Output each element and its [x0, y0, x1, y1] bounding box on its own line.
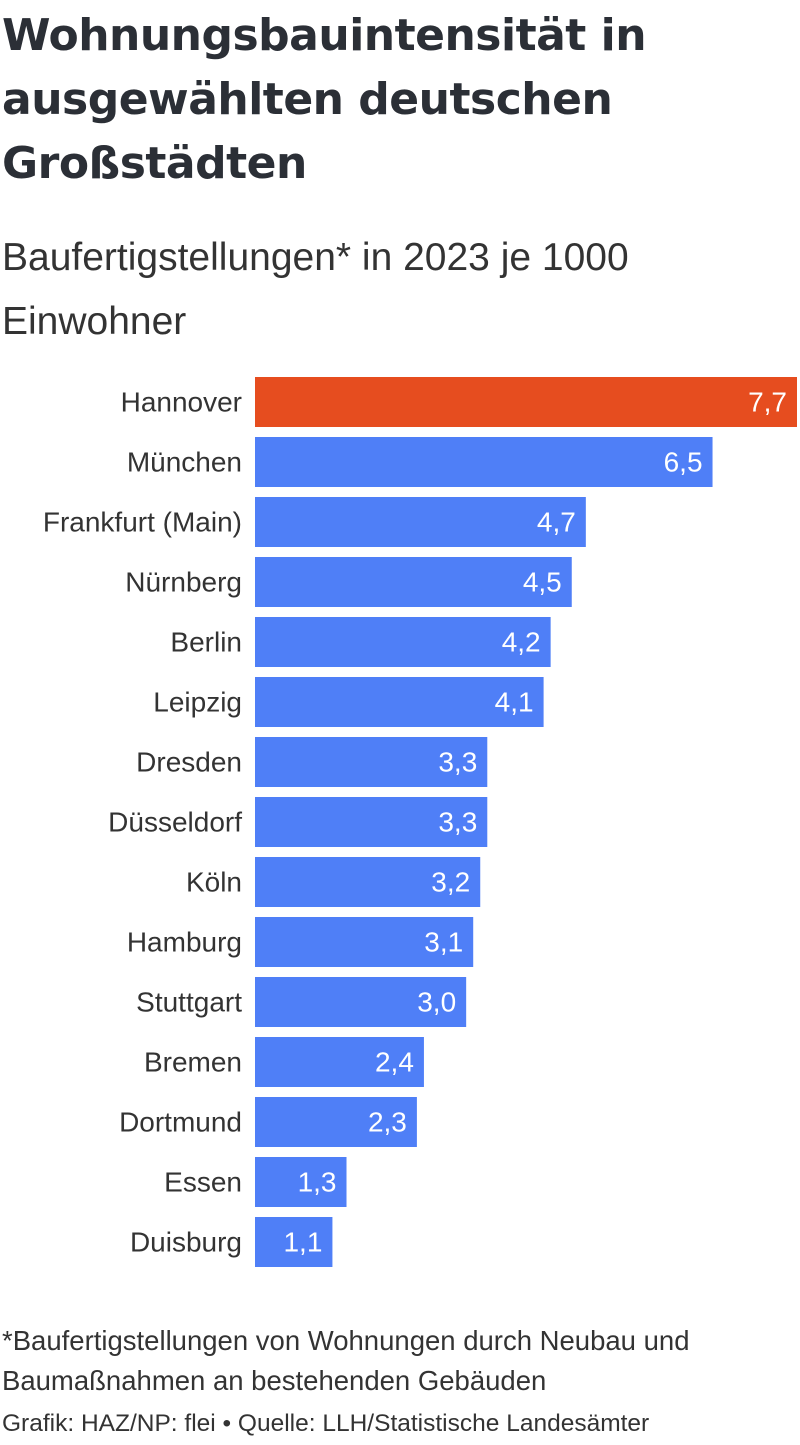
bar: [255, 497, 586, 547]
value-label: 3,3: [438, 807, 477, 838]
category-label: Düsseldorf: [108, 807, 242, 838]
value-label: 2,3: [368, 1107, 407, 1138]
category-label: Hannover: [121, 387, 242, 418]
bar: [255, 977, 467, 1027]
chart-subtitle: Baufertigstellungen* in 2023 je 1000 Ein…: [2, 236, 629, 343]
value-label: 4,7: [537, 507, 576, 538]
bar: [255, 1217, 333, 1267]
bar: [255, 677, 544, 727]
value-label: 7,7: [748, 387, 787, 418]
category-label: Bremen: [144, 1047, 242, 1078]
footnote: *Baufertigstellungen von Wohnungen durch…: [2, 1325, 690, 1396]
value-label: 3,2: [431, 867, 470, 898]
category-label: Hamburg: [127, 927, 242, 958]
category-label: München: [127, 447, 242, 478]
value-label: 4,1: [495, 687, 534, 718]
bar: [255, 617, 551, 667]
category-label: Stuttgart: [136, 987, 242, 1018]
bar: [255, 437, 713, 487]
value-label: 3,1: [424, 927, 463, 958]
source-credits: Grafik: HAZ/NP: flei • Quelle: LLH/Stati…: [2, 1410, 650, 1437]
bar: [255, 557, 572, 607]
value-label: 2,4: [375, 1047, 414, 1078]
category-label: Dortmund: [119, 1107, 242, 1138]
bar: [255, 377, 797, 427]
category-label: Essen: [164, 1167, 242, 1198]
category-label: Berlin: [170, 627, 242, 658]
value-label: 6,5: [664, 447, 703, 478]
category-label: Köln: [186, 867, 242, 898]
bar: [255, 1037, 424, 1087]
value-label: 1,1: [283, 1227, 322, 1258]
bar: [255, 797, 488, 847]
bar: [255, 1097, 417, 1147]
category-label: Nürnberg: [125, 567, 242, 598]
category-label: Frankfurt (Main): [43, 507, 242, 538]
category-label: Leipzig: [153, 687, 242, 718]
value-label: 3,0: [417, 987, 456, 1018]
value-label: 1,3: [298, 1167, 337, 1198]
value-label: 3,3: [438, 747, 477, 778]
value-label: 4,2: [502, 627, 541, 658]
bar: [255, 917, 474, 967]
bar: [255, 1157, 347, 1207]
bar-chart: Hannover 7,7 München 6,5 Frankfurt (Main) 4,7…: [43, 377, 797, 1267]
category-label: Dresden: [136, 747, 242, 778]
bar: [255, 857, 481, 907]
category-label: Duisburg: [130, 1227, 242, 1258]
bar: [255, 737, 488, 787]
value-label: 4,5: [523, 567, 562, 598]
chart-title: Wohnungsbauintensität in ausgewählten de…: [2, 10, 647, 189]
